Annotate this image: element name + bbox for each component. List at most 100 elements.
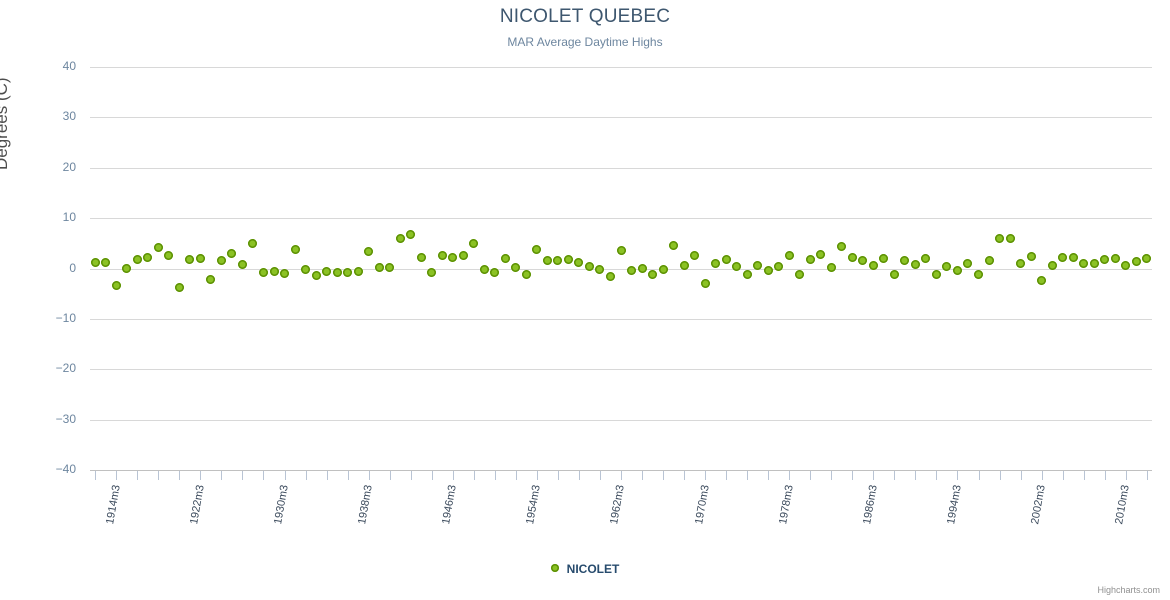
data-point[interactable]	[784, 250, 794, 260]
data-point[interactable]	[1121, 260, 1131, 270]
data-point[interactable]	[889, 270, 899, 280]
data-point[interactable]	[952, 265, 962, 275]
data-point[interactable]	[553, 256, 563, 266]
data-point[interactable]	[616, 245, 626, 255]
legend-item-nicolet[interactable]: NICOLET	[550, 562, 619, 576]
data-point[interactable]	[658, 265, 668, 274]
data-point[interactable]	[311, 270, 321, 280]
data-point[interactable]	[479, 264, 489, 274]
data-point[interactable]	[963, 258, 973, 268]
data-point[interactable]	[1068, 252, 1078, 262]
data-point[interactable]	[637, 264, 647, 273]
data-point[interactable]	[469, 239, 479, 249]
data-point[interactable]	[721, 255, 731, 265]
data-point[interactable]	[290, 245, 300, 255]
data-point[interactable]	[122, 264, 132, 273]
data-point[interactable]	[974, 270, 983, 280]
data-point[interactable]	[816, 250, 826, 260]
data-point[interactable]	[301, 265, 311, 274]
data-point[interactable]	[448, 252, 458, 262]
data-point[interactable]	[795, 269, 805, 279]
data-point[interactable]	[1037, 275, 1047, 285]
data-point[interactable]	[500, 253, 510, 263]
data-point[interactable]	[521, 270, 531, 280]
data-point[interactable]	[690, 251, 700, 261]
data-point[interactable]	[269, 267, 279, 277]
data-point[interactable]	[258, 268, 268, 278]
data-point[interactable]	[395, 234, 405, 244]
data-point[interactable]	[490, 267, 500, 277]
data-point[interactable]	[595, 265, 605, 274]
data-point[interactable]	[1142, 253, 1152, 263]
data-point[interactable]	[280, 268, 290, 278]
data-point[interactable]	[353, 267, 363, 277]
data-point[interactable]	[584, 262, 594, 272]
data-point[interactable]	[648, 270, 658, 280]
data-point[interactable]	[1089, 259, 1099, 269]
data-point[interactable]	[427, 267, 437, 277]
data-point[interactable]	[90, 258, 100, 268]
data-point[interactable]	[774, 262, 784, 272]
data-point[interactable]	[805, 254, 815, 264]
data-point[interactable]	[563, 255, 573, 265]
data-point[interactable]	[143, 252, 153, 262]
data-point[interactable]	[679, 260, 689, 270]
data-point[interactable]	[185, 254, 195, 264]
data-point[interactable]	[700, 279, 710, 289]
data-point[interactable]	[879, 254, 889, 264]
data-point[interactable]	[1047, 261, 1057, 271]
data-point[interactable]	[374, 263, 384, 273]
data-point[interactable]	[868, 261, 878, 271]
data-point[interactable]	[574, 257, 584, 267]
data-point[interactable]	[1110, 253, 1120, 263]
data-point[interactable]	[605, 271, 615, 281]
data-point[interactable]	[1016, 258, 1026, 268]
data-point[interactable]	[627, 265, 636, 275]
data-point[interactable]	[942, 261, 952, 271]
data-point[interactable]	[711, 258, 721, 268]
data-point[interactable]	[669, 240, 679, 250]
data-point[interactable]	[164, 251, 174, 261]
data-point[interactable]	[511, 262, 521, 272]
data-point[interactable]	[458, 251, 468, 261]
data-point[interactable]	[1100, 254, 1110, 264]
data-point[interactable]	[195, 253, 205, 263]
data-point[interactable]	[532, 244, 542, 254]
data-point[interactable]	[1026, 251, 1036, 261]
data-point[interactable]	[753, 261, 763, 271]
data-point[interactable]	[921, 253, 931, 263]
data-point[interactable]	[343, 267, 353, 277]
data-point[interactable]	[763, 265, 773, 275]
data-point[interactable]	[742, 270, 752, 280]
data-point[interactable]	[542, 256, 552, 266]
data-point[interactable]	[132, 254, 142, 264]
data-point[interactable]	[732, 262, 742, 272]
data-point[interactable]	[385, 262, 395, 272]
data-point[interactable]	[910, 259, 920, 269]
data-point[interactable]	[826, 262, 836, 272]
data-point[interactable]	[322, 267, 332, 277]
data-point[interactable]	[206, 274, 216, 284]
data-point[interactable]	[248, 238, 258, 248]
data-point[interactable]	[1131, 256, 1141, 266]
data-point[interactable]	[931, 269, 941, 279]
data-point[interactable]	[227, 248, 237, 258]
data-point[interactable]	[900, 255, 910, 265]
data-point[interactable]	[174, 283, 184, 293]
data-point[interactable]	[984, 255, 994, 265]
data-point[interactable]	[216, 256, 226, 266]
data-point[interactable]	[364, 247, 374, 257]
data-point[interactable]	[332, 267, 342, 277]
data-point[interactable]	[416, 252, 426, 262]
data-point[interactable]	[847, 252, 857, 262]
data-point[interactable]	[1005, 233, 1015, 243]
data-point[interactable]	[101, 257, 111, 267]
data-point[interactable]	[111, 280, 121, 290]
data-point[interactable]	[237, 259, 247, 269]
data-point[interactable]	[1079, 258, 1089, 268]
data-point[interactable]	[1058, 253, 1068, 263]
data-point[interactable]	[153, 242, 163, 252]
data-point[interactable]	[995, 234, 1005, 244]
data-point[interactable]	[437, 251, 447, 261]
data-point[interactable]	[406, 230, 416, 240]
